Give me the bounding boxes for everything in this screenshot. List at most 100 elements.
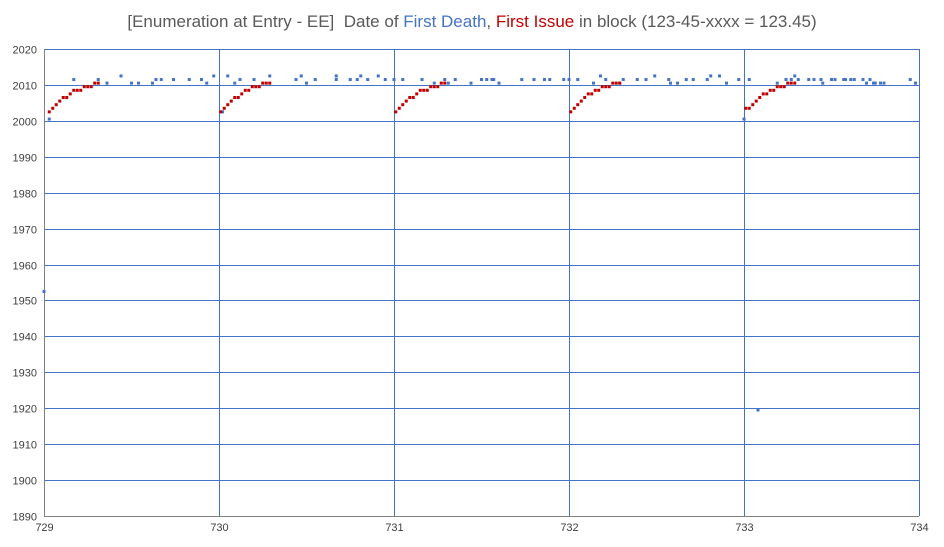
first-issue-point <box>611 81 615 85</box>
first-death-point <box>205 81 209 85</box>
first-issue-point <box>754 99 758 103</box>
first-death-point <box>709 74 713 78</box>
first-issue-point <box>47 110 51 114</box>
first-issue-point <box>593 88 597 92</box>
first-death-point <box>844 78 847 82</box>
first-death-point <box>742 117 746 121</box>
first-death-point <box>737 78 741 82</box>
first-issue-point <box>86 85 90 89</box>
first-issue-point <box>243 88 247 92</box>
first-death-point <box>644 78 648 82</box>
first-death-point <box>366 78 370 82</box>
first-death-point <box>842 78 846 82</box>
first-death-point <box>861 78 865 82</box>
first-death-point <box>793 74 797 78</box>
first-issue-point <box>61 95 65 99</box>
first-issue-point <box>415 92 419 96</box>
first-death-point <box>532 78 536 82</box>
first-issue-point <box>597 88 601 92</box>
first-death-point <box>873 81 877 85</box>
first-death-point <box>548 78 552 82</box>
gridlines <box>44 49 920 516</box>
first-issue-point <box>765 92 769 96</box>
first-death-point <box>154 78 158 82</box>
first-death-point <box>485 78 489 82</box>
first-death-point <box>784 78 788 82</box>
first-death-point <box>233 81 237 85</box>
first-death-point <box>812 78 816 82</box>
first-issue-point <box>58 99 62 103</box>
first-death-point <box>833 78 837 82</box>
first-issue-point <box>65 95 69 99</box>
axes <box>44 49 919 517</box>
first-death-point <box>567 78 571 82</box>
first-issue-point <box>68 92 72 96</box>
first-issue-point <box>261 81 265 85</box>
y-tick-label: 1930 <box>13 368 37 380</box>
first-issue-point <box>79 88 83 92</box>
first-death-point <box>830 78 833 82</box>
title-first-death: First Death <box>403 12 487 31</box>
first-death-point <box>882 81 886 85</box>
first-death-point <box>392 78 396 82</box>
first-death-point <box>420 78 424 82</box>
x-tick-label: 732 <box>560 522 578 534</box>
first-issue-point <box>429 85 433 89</box>
first-death-point <box>119 74 123 78</box>
first-issue-point <box>264 81 268 85</box>
first-issue-point <box>436 85 440 89</box>
first-death-point <box>718 74 721 78</box>
first-death-point <box>137 81 140 85</box>
title-suffix: in block (123-45-xxxx = 123.45) <box>574 12 817 31</box>
first-issue-point <box>744 106 748 110</box>
first-issue-point <box>583 95 587 99</box>
first-issue-point <box>789 81 793 85</box>
first-death-point <box>819 78 823 82</box>
first-issue-point <box>254 85 258 89</box>
y-tick-label: 1890 <box>13 512 37 524</box>
data-points <box>42 74 917 412</box>
first-issue-point <box>747 106 751 110</box>
first-issue-point <box>397 106 401 110</box>
first-issue-point <box>408 95 412 99</box>
first-death-point <box>96 78 100 82</box>
title-separator: , <box>486 12 496 31</box>
first-issue-point <box>422 88 426 92</box>
first-issue-point <box>82 85 86 89</box>
chart-title: [Enumeration at Entry - EE] Date of Firs… <box>0 12 944 32</box>
first-death-point <box>432 81 436 85</box>
y-tick-label: 1950 <box>13 296 37 308</box>
first-issue-point <box>96 81 100 85</box>
first-issue-point <box>247 88 251 92</box>
first-death-point <box>599 74 602 78</box>
first-issue-point <box>54 103 58 107</box>
first-death-point <box>872 81 875 85</box>
first-death-point <box>676 81 679 85</box>
first-issue-point <box>779 85 783 89</box>
first-death-point <box>635 78 639 82</box>
first-death-point <box>299 74 303 78</box>
first-death-point <box>562 78 566 82</box>
first-death-point <box>212 74 216 78</box>
y-tick-label: 2000 <box>13 117 37 129</box>
first-death-point <box>725 81 728 85</box>
first-death-point <box>105 81 109 85</box>
first-death-point <box>497 81 501 85</box>
title-prefix: [Enumeration at Entry - EE] Date of <box>127 12 404 31</box>
first-death-point <box>807 78 811 82</box>
first-death-point <box>313 78 317 82</box>
first-issue-point <box>793 81 797 85</box>
first-death-point <box>492 78 496 82</box>
title-first-issue: First Issue <box>495 12 575 31</box>
first-death-point <box>621 78 625 82</box>
first-issue-point <box>569 110 573 114</box>
first-issue-point <box>572 106 576 110</box>
first-issue-point <box>226 103 230 107</box>
y-tick-labels: 1890 1900 1910 1920 1930 1940 1950 1960 1970 1980… <box>13 45 37 524</box>
y-tick-label: 1910 <box>13 440 37 452</box>
first-death-point <box>226 74 230 78</box>
first-death-point <box>796 78 800 82</box>
first-issue-point <box>240 92 244 96</box>
first-death-point <box>159 78 163 82</box>
